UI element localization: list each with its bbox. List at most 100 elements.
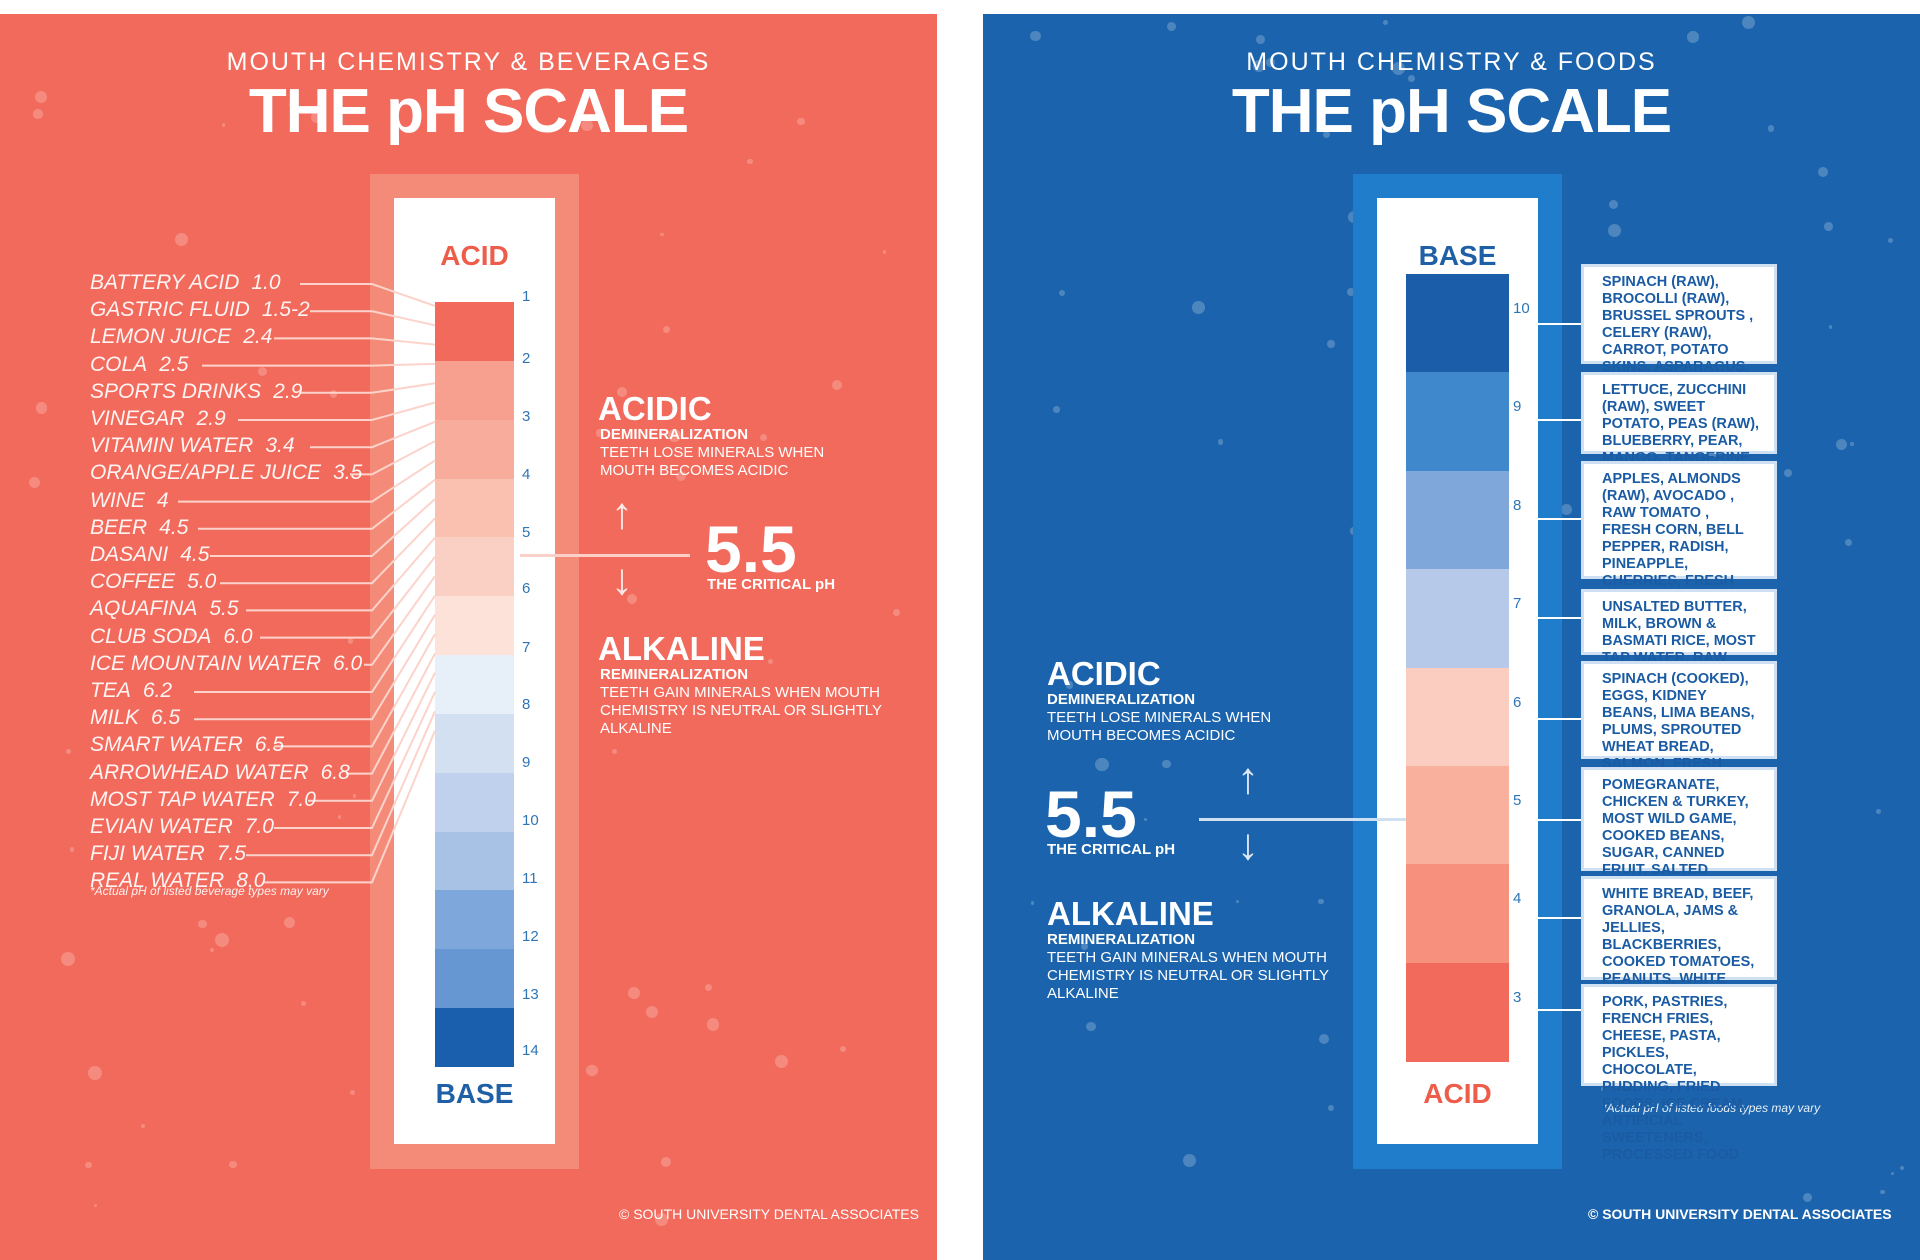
beverage-item: DASANI 4.5: [90, 543, 209, 567]
decorative-dot: [1252, 60, 1265, 73]
beverages-panel: MOUTH CHEMISTRY & BEVERAGES THE pH SCALE…: [0, 14, 937, 1260]
left-critical-value: 5.5: [705, 512, 797, 586]
ph-tick-label: 13: [522, 986, 539, 1003]
decorative-dot: [1059, 290, 1066, 297]
decorative-dot: [1608, 223, 1621, 237]
ph-band: [435, 302, 514, 362]
beverage-item: MILK 6.5: [90, 706, 180, 730]
right-critical-label: THE CRITICAL pH: [1047, 841, 1176, 858]
decorative-dot: [662, 325, 671, 333]
decorative-dot: [1382, 19, 1388, 25]
ph-tick-label: 6: [522, 580, 531, 597]
beverage-name: SPORTS DRINKS: [90, 379, 262, 403]
left-scale-card: ACID 1 2 3 4 5 6 7 8 9 10 11 12 13 14 BASE: [394, 198, 555, 1144]
ph-band: [435, 419, 514, 480]
decorative-dot: [29, 476, 41, 488]
decorative-dot: [660, 1156, 672, 1168]
decorative-dot: [1845, 539, 1853, 546]
decorative-dot: [882, 250, 887, 254]
beverage-item: AQUAFINA 5.5: [90, 597, 239, 621]
decorative-dot: [676, 470, 687, 481]
beverage-ph-value: 6.2: [142, 679, 173, 702]
decorative-dot: [1601, 1087, 1606, 1091]
food-group-box: SPINACH (RAW), BROCOLLI (RAW), BRUSSEL S…: [1581, 264, 1777, 409]
critical-line: [1199, 818, 1406, 821]
beverage-name: SMART WATER: [90, 733, 243, 757]
right-acidic-desc: TEETH LOSE MINERALS WHEN MOUTH BECOMES A…: [1047, 709, 1272, 744]
beverage-leader-line: [210, 498, 436, 557]
decorative-dot: [1347, 287, 1356, 296]
beverage-name: DASANI: [90, 543, 169, 566]
left-subtitle: MOUTH CHEMISTRY & BEVERAGES: [226, 48, 711, 76]
beverage-item: TEA 6.2: [90, 679, 172, 703]
right-ph-bar: [1406, 274, 1509, 1062]
right-alkaline-desc: TEETH GAIN MINERALS WHEN MOUTH CHEMISTRY…: [1047, 949, 1329, 1002]
decorative-dot: [1767, 125, 1775, 132]
decorative-dot: [1143, 817, 1148, 822]
beverage-name: MILK: [90, 706, 140, 730]
ph-tick-label: 12: [522, 928, 539, 945]
up-arrow-icon: ↑: [611, 489, 633, 538]
decorative-dot: [747, 158, 754, 165]
decorative-dot: [1255, 34, 1265, 44]
left-ph-bar: [435, 302, 514, 1068]
scale-top-label-acid: ACID: [440, 240, 509, 271]
decorative-dot: [1900, 1166, 1905, 1170]
beverage-name: VINEGAR: [90, 407, 185, 430]
left-critical-label: THE CRITICAL pH: [707, 576, 836, 593]
food-note: *Actual pH of listed foods types may var…: [1602, 1101, 1821, 1115]
ph-tick-label: 10: [522, 812, 539, 829]
beverage-ph-value: 4.5: [159, 515, 189, 539]
decorative-dot: [1817, 166, 1829, 177]
beverage-leader-line: [260, 556, 436, 639]
beverage-leader-line: [202, 362, 436, 367]
ph-tick-label: 9: [1513, 398, 1522, 416]
beverage-name: LEMON JUICE: [90, 325, 232, 349]
right-acidic-heading: ACIDIC: [1047, 655, 1161, 692]
ph-tick-label: 9: [522, 754, 531, 771]
decorative-dot: [35, 402, 48, 414]
left-acidic-desc: TEETH LOSE MINERALS WHEN MOUTH BECOMES A…: [600, 444, 825, 479]
decorative-dot: [660, 232, 664, 237]
beverage-item: BEER 4.5: [90, 516, 188, 540]
beverage-leader-line: [178, 459, 436, 503]
foods-panel: MOUTH CHEMISTRY & FOODS THE pH SCALE BAS…: [983, 14, 1920, 1260]
beverage-ph-value: 2.9: [273, 379, 303, 403]
beverage-item: VITAMIN WATER 3.4: [90, 434, 295, 458]
decorative-dot: [1408, 75, 1416, 83]
decorative-dot: [209, 948, 215, 953]
beverage-leader-line: [264, 730, 436, 884]
ph-band: [1406, 372, 1509, 472]
decorative-dot: [586, 1064, 598, 1077]
decorative-dot: [775, 1054, 789, 1068]
right-critical-value: 5.5: [1045, 777, 1137, 851]
beverage-ph-value: 5.5: [209, 597, 239, 621]
beverage-name: BATTERY ACID: [90, 271, 240, 294]
beverage-item: COLA 2.5: [90, 353, 188, 377]
decorative-dot: [1876, 809, 1882, 815]
left-title: THE pH SCALE: [248, 77, 689, 146]
decorative-dot: [1182, 1154, 1196, 1167]
decorative-dot: [198, 919, 208, 929]
beverage-item: SMART WATER 6.5: [90, 733, 284, 757]
beverage-item: WINE 4: [90, 489, 169, 513]
decorative-dot: [706, 1018, 720, 1031]
decorative-dot: [832, 380, 843, 391]
decorative-dot: [1327, 1104, 1335, 1112]
beverage-item: MOST TAP WATER 7.0: [90, 788, 316, 812]
decorative-dot: [1318, 1033, 1330, 1045]
beverage-ph-value: 1.0: [251, 271, 281, 294]
ph-tick-label: 7: [1513, 595, 1522, 613]
decorative-dot: [87, 1066, 102, 1081]
ph-tick-label: 3: [522, 408, 531, 425]
decorative-dot: [221, 123, 226, 127]
decorative-dot: [1167, 21, 1177, 31]
beverage-ph-value: 7.5: [216, 842, 246, 866]
ph-tick-label: 5: [522, 524, 531, 541]
decorative-dot: [35, 90, 48, 103]
ph-tick-label: 7: [522, 639, 531, 656]
decorative-dot: [1322, 131, 1331, 139]
decorative-dot: [1327, 340, 1336, 348]
beverage-item: ORANGE/APPLE JUICE 3.5: [90, 461, 362, 485]
beverage-leader-line: [350, 440, 436, 476]
